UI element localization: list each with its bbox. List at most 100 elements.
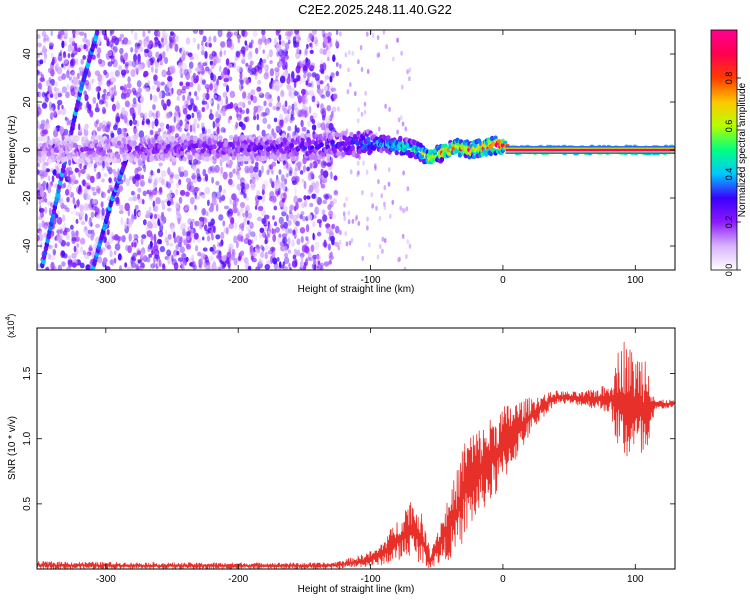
spectrogram-ridge-cell bbox=[171, 156, 177, 162]
spectrogram-cell bbox=[327, 204, 332, 211]
spectrogram-cell bbox=[244, 40, 248, 46]
spectrogram-cell bbox=[43, 171, 48, 178]
spectrogram-cell bbox=[117, 127, 122, 136]
spectrogram-cell bbox=[186, 243, 192, 250]
spectrogram-cell bbox=[366, 216, 369, 222]
spectrogram-ridge-cell bbox=[294, 151, 299, 157]
spectrogram-ridge-cell bbox=[202, 136, 208, 142]
spectrogram-cell bbox=[56, 210, 60, 216]
spectrogram-cell bbox=[256, 190, 261, 196]
spectrogram-cell bbox=[292, 214, 298, 223]
spectrogram-cell bbox=[378, 216, 382, 221]
spectrogram-cell bbox=[153, 233, 157, 243]
spectrogram-cell bbox=[206, 235, 211, 242]
spectrogram-cell bbox=[39, 230, 42, 236]
spectrogram-cell bbox=[322, 199, 328, 205]
spectrogram-cell bbox=[188, 61, 194, 69]
spectrogram-ridge-cell bbox=[57, 154, 62, 161]
spectrogram-cell bbox=[396, 129, 399, 135]
spectrogram-cell bbox=[184, 204, 190, 210]
spectrogram-cell bbox=[189, 229, 194, 238]
spectrogram-cell bbox=[67, 174, 71, 181]
spectrogram-cell bbox=[249, 165, 255, 174]
spectrogram-cell bbox=[236, 240, 239, 249]
spectrogram-cell bbox=[211, 234, 214, 241]
spectrogram-cell bbox=[290, 110, 295, 117]
spectrogram-cell bbox=[106, 121, 112, 128]
spectrogram-cell bbox=[158, 213, 163, 222]
spectrogram-cell bbox=[98, 99, 105, 105]
spectrogram-ridge-cell bbox=[338, 146, 343, 152]
spectrogram-cell bbox=[181, 85, 187, 91]
spectrogram-cell bbox=[215, 191, 222, 200]
spectrogram-cell bbox=[156, 87, 160, 93]
spectrogram-cell bbox=[305, 224, 310, 233]
spectrogram-cell bbox=[186, 177, 190, 183]
snr-x-axis: -300 -200 -100 0 100 bbox=[96, 328, 644, 585]
spectrogram-cell bbox=[139, 95, 145, 104]
spectrogram-cell bbox=[111, 38, 116, 43]
spectrogram-cell bbox=[51, 175, 55, 183]
spectrogram-cell bbox=[133, 53, 138, 62]
spectrogram-cell bbox=[240, 46, 246, 54]
spectrogram-cell bbox=[347, 210, 351, 216]
spectrogram-cell bbox=[143, 112, 148, 120]
snr-multiplier-base: (x10 bbox=[6, 320, 16, 338]
spectrogram-cell bbox=[68, 170, 74, 175]
spectrogram-cell bbox=[357, 107, 360, 113]
spectrogram-cell bbox=[272, 85, 277, 91]
spectrogram-cell bbox=[40, 172, 43, 181]
spectrogram-cell bbox=[173, 231, 176, 239]
spectrogram-cell bbox=[164, 56, 169, 65]
spectrogram-cell bbox=[102, 108, 107, 114]
spectrogram-cell bbox=[88, 203, 92, 209]
spectrogram-cell bbox=[186, 51, 189, 56]
spectrogram-cell bbox=[149, 195, 154, 202]
colorbar-tick-label: 0.2 bbox=[724, 216, 734, 229]
spectrogram-cell bbox=[211, 197, 217, 206]
spectrogram-cell bbox=[178, 126, 183, 132]
spectrogram-cell bbox=[217, 30, 223, 38]
spectrogram-cell bbox=[291, 239, 295, 247]
spectrogram-cell bbox=[158, 43, 162, 49]
spectrogram-cell bbox=[95, 86, 100, 93]
spectrogram-cell bbox=[47, 253, 52, 260]
spectrogram-ridge-cell bbox=[332, 148, 337, 154]
spectrogram-cell bbox=[70, 70, 75, 76]
spectrogram-cell bbox=[401, 84, 404, 90]
spectrogram-cell bbox=[247, 165, 253, 173]
spectrogram-ridge-cell bbox=[170, 135, 175, 141]
spectrogram-cell bbox=[48, 41, 54, 46]
spectrogram-ridge-cell bbox=[127, 145, 133, 151]
spectrogram-cell bbox=[247, 220, 250, 225]
spectrogram-ridge-cell bbox=[439, 156, 445, 162]
spectrogram-cell bbox=[289, 267, 292, 270]
spectrogram-cell bbox=[216, 254, 222, 260]
spectrogram-cell bbox=[104, 241, 110, 249]
spectrogram-cell bbox=[142, 199, 145, 205]
spectrogram-cell bbox=[49, 115, 53, 123]
spectrogram-cell bbox=[112, 169, 116, 174]
spectrogram-cell bbox=[37, 162, 40, 168]
spectrogram-cell bbox=[267, 230, 271, 239]
spectrogram-cell bbox=[193, 126, 197, 135]
spectrogram-cell bbox=[239, 223, 245, 229]
spectrogram-cell bbox=[150, 169, 154, 176]
spectrogram-cell bbox=[114, 243, 121, 251]
spectrogram-cell bbox=[160, 221, 164, 226]
spectrogram-cell bbox=[319, 178, 323, 186]
spectrogram-cell bbox=[216, 58, 221, 64]
snr-x-label: Height of straight line (km) bbox=[298, 584, 415, 595]
spectrogram-cell bbox=[361, 255, 365, 261]
spectrogram-cell bbox=[185, 71, 191, 81]
spectrogram-cell bbox=[361, 190, 364, 196]
spectrogram-cell bbox=[127, 266, 133, 270]
spectrogram-cell bbox=[258, 169, 262, 178]
spectrogram-cell bbox=[330, 251, 333, 259]
spectrogram-ridge-cell bbox=[180, 150, 185, 156]
spectrogram-cell bbox=[120, 85, 124, 91]
spectrogram-cell bbox=[339, 31, 342, 37]
spectrogram-cell bbox=[175, 208, 180, 217]
y-tick-label: 1.5 bbox=[22, 366, 33, 380]
